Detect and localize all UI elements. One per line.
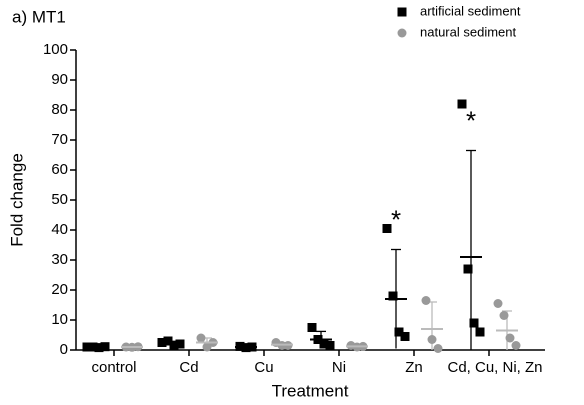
data-point xyxy=(421,296,431,305)
y-tick-label: 30 xyxy=(51,251,68,268)
legend-label: artificial sediment xyxy=(420,3,521,18)
data-point xyxy=(457,99,467,109)
data-point xyxy=(325,341,335,350)
y-tick-label: 20 xyxy=(51,281,68,298)
data-point xyxy=(307,323,317,332)
x-axis-label: Treatment xyxy=(272,381,349,400)
y-tick-label: 70 xyxy=(51,131,68,148)
data-point xyxy=(433,344,443,353)
x-tick-label: Cd, Cu, Ni, Zn xyxy=(447,359,542,376)
data-point xyxy=(169,341,179,350)
y-tick-label: 40 xyxy=(51,221,68,238)
y-tick-label: 0 xyxy=(60,341,68,358)
data-point xyxy=(388,291,398,301)
y-tick-label: 50 xyxy=(51,191,68,208)
data-point xyxy=(505,333,515,343)
x-tick-label: Cd xyxy=(179,359,198,376)
data-point xyxy=(493,299,503,308)
data-point xyxy=(400,332,410,341)
y-tick-label: 80 xyxy=(51,101,68,118)
data-point xyxy=(499,311,509,320)
legend-label: natural sediment xyxy=(420,24,516,39)
chart-title: a) MT1 xyxy=(12,7,66,26)
x-tick-label: Cu xyxy=(254,359,273,376)
y-tick-label: 100 xyxy=(43,41,68,58)
data-point xyxy=(511,341,521,350)
data-point xyxy=(475,327,485,337)
data-point xyxy=(469,318,479,328)
x-tick-label: Ni xyxy=(332,359,346,376)
data-point xyxy=(319,339,329,349)
annotation: * xyxy=(391,204,401,234)
y-tick-label: 10 xyxy=(51,311,68,328)
annotation: * xyxy=(466,105,476,135)
data-point xyxy=(394,327,404,337)
x-tick-label: Zn xyxy=(405,359,423,376)
data-point xyxy=(463,264,473,274)
y-tick-label: 90 xyxy=(51,71,68,88)
data-point xyxy=(163,336,173,346)
legend-marker xyxy=(397,7,407,17)
data-point xyxy=(196,333,206,343)
y-axis-label: Fold change xyxy=(7,153,26,247)
legend-marker xyxy=(397,28,407,38)
y-tick-label: 60 xyxy=(51,161,68,178)
data-point xyxy=(382,224,392,233)
data-point xyxy=(427,335,437,344)
x-tick-label: control xyxy=(91,359,136,376)
